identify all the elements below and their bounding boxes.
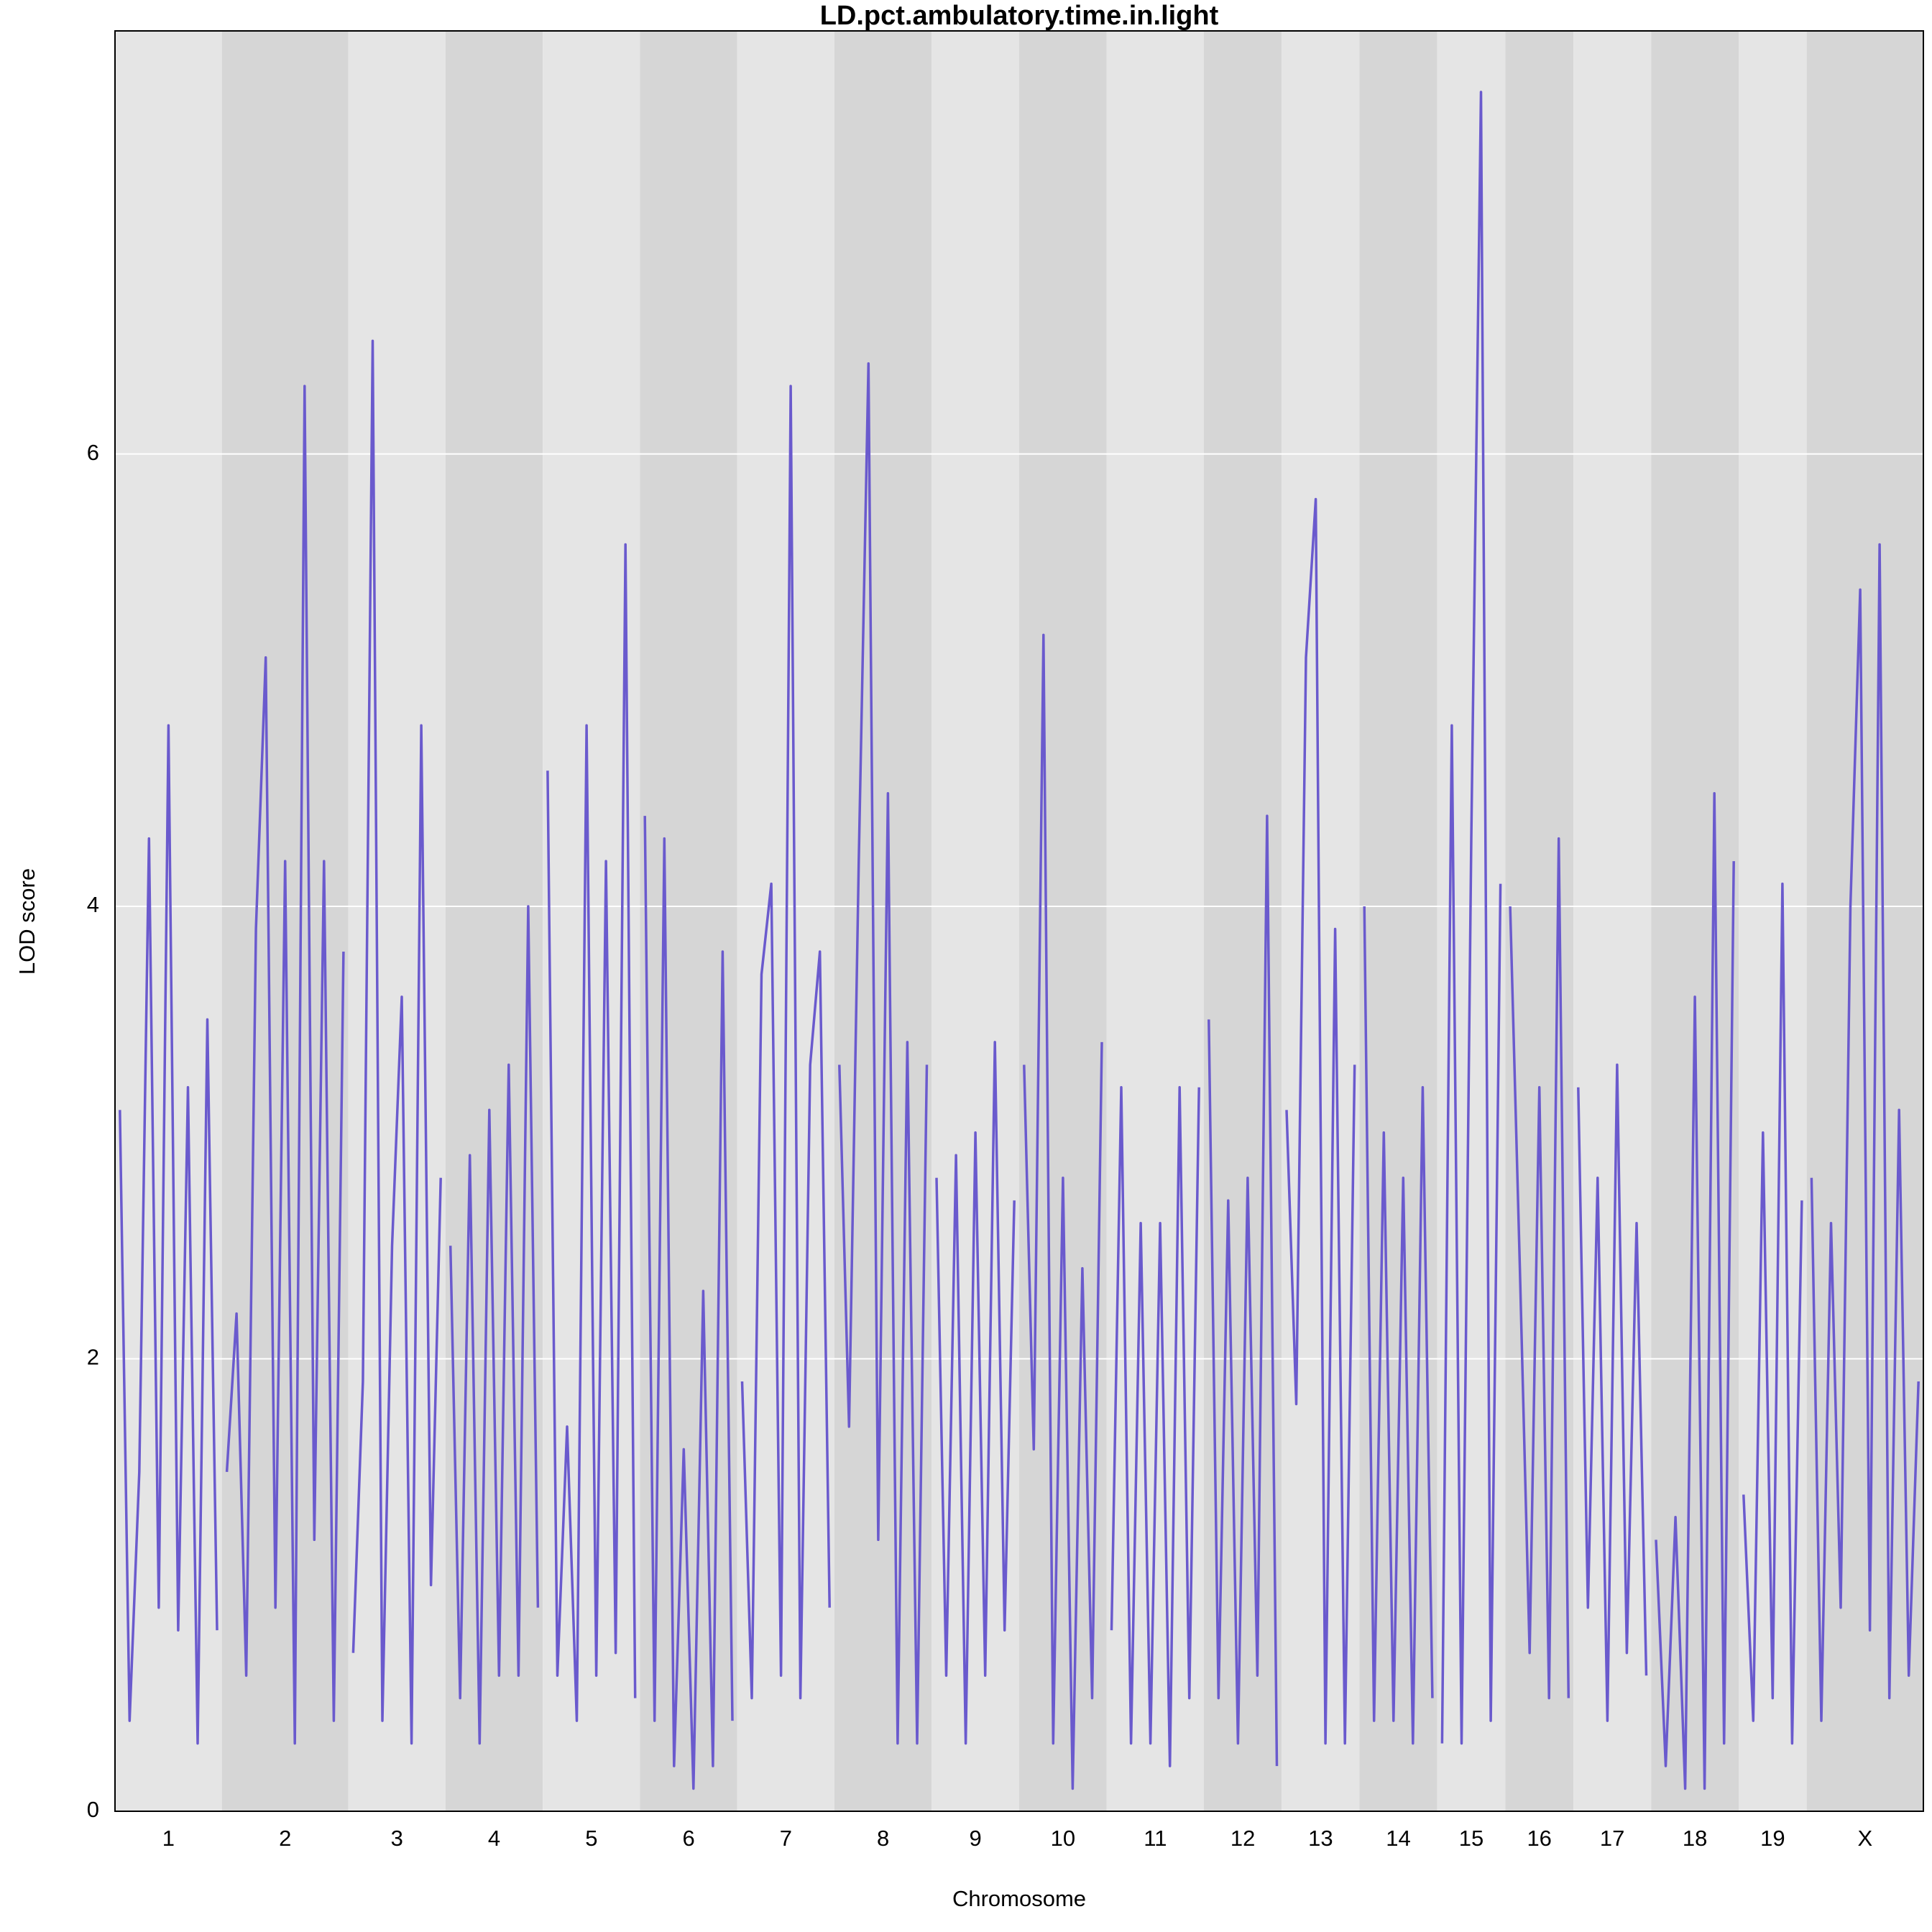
x-tick-label: 7 <box>780 1826 792 1851</box>
x-tick-label: 11 <box>1144 1826 1167 1851</box>
chromosome-band <box>1282 31 1360 1811</box>
x-tick-label: 19 <box>1760 1826 1785 1851</box>
y-tick-label: 0 <box>87 1797 99 1822</box>
chromosome-band <box>1505 31 1574 1811</box>
chromosome-band <box>932 31 1019 1811</box>
x-tick-label: 9 <box>970 1826 982 1851</box>
x-tick-label: 5 <box>585 1826 597 1851</box>
x-tick-label: 8 <box>877 1826 889 1851</box>
lod-line <box>1440 91 1502 1745</box>
y-tick-label: 4 <box>87 892 99 917</box>
x-tick-label: 12 <box>1230 1826 1255 1851</box>
lod-line <box>1110 1086 1200 1767</box>
lod-line <box>1023 633 1103 1790</box>
chromosome-band <box>1019 31 1107 1811</box>
plot-border <box>114 30 1924 1812</box>
x-tick-label: 17 <box>1600 1826 1624 1851</box>
chromosome-band <box>1651 31 1739 1811</box>
x-tick-label: 14 <box>1386 1826 1410 1851</box>
chromosome-band <box>640 31 737 1811</box>
x-tick-label: 4 <box>488 1826 500 1851</box>
chart-title: LD.pct.ambulatory.time.in.light <box>820 1 1219 31</box>
y-axis-label: LOD score <box>14 868 40 975</box>
x-tick-label: 3 <box>391 1826 403 1851</box>
lod-line <box>1285 497 1356 1745</box>
lod-line <box>740 385 831 1700</box>
x-axis-label: Chromosome <box>952 1886 1086 1911</box>
x-tick-label: 1 <box>162 1826 175 1851</box>
lod-line <box>935 1041 1016 1745</box>
lod-line <box>1810 543 1920 1722</box>
lod-line <box>225 385 345 1745</box>
chromosome-band <box>445 31 543 1811</box>
chromosome-band <box>834 31 932 1811</box>
lod-line <box>448 905 540 1745</box>
x-tick-label: 10 <box>1051 1826 1075 1851</box>
y-tick-label: 2 <box>87 1345 99 1370</box>
lod-line <box>119 724 218 1745</box>
lod-line <box>1742 882 1803 1745</box>
lod-line <box>1577 1063 1648 1722</box>
lod-line <box>1655 791 1735 1790</box>
lod-line <box>351 339 442 1745</box>
lod-line <box>1208 814 1279 1767</box>
chromosome-band <box>115 31 222 1811</box>
lod-line <box>546 543 637 1722</box>
x-tick-label: 18 <box>1683 1826 1707 1851</box>
lod-line <box>643 816 734 1790</box>
lod-line <box>1509 837 1570 1700</box>
x-tick-label: 15 <box>1459 1826 1484 1851</box>
x-tick-label: 16 <box>1527 1826 1551 1851</box>
lod-line <box>838 362 929 1745</box>
chromosome-band <box>543 31 640 1811</box>
x-tick-label: 2 <box>279 1826 291 1851</box>
x-tick-label: 13 <box>1308 1826 1333 1851</box>
lod-line <box>1363 906 1434 1745</box>
x-tick-label: X <box>1857 1826 1872 1851</box>
chromosome-band <box>1573 31 1652 1811</box>
x-tick-label: 6 <box>682 1826 694 1851</box>
y-tick-label: 6 <box>87 440 99 465</box>
